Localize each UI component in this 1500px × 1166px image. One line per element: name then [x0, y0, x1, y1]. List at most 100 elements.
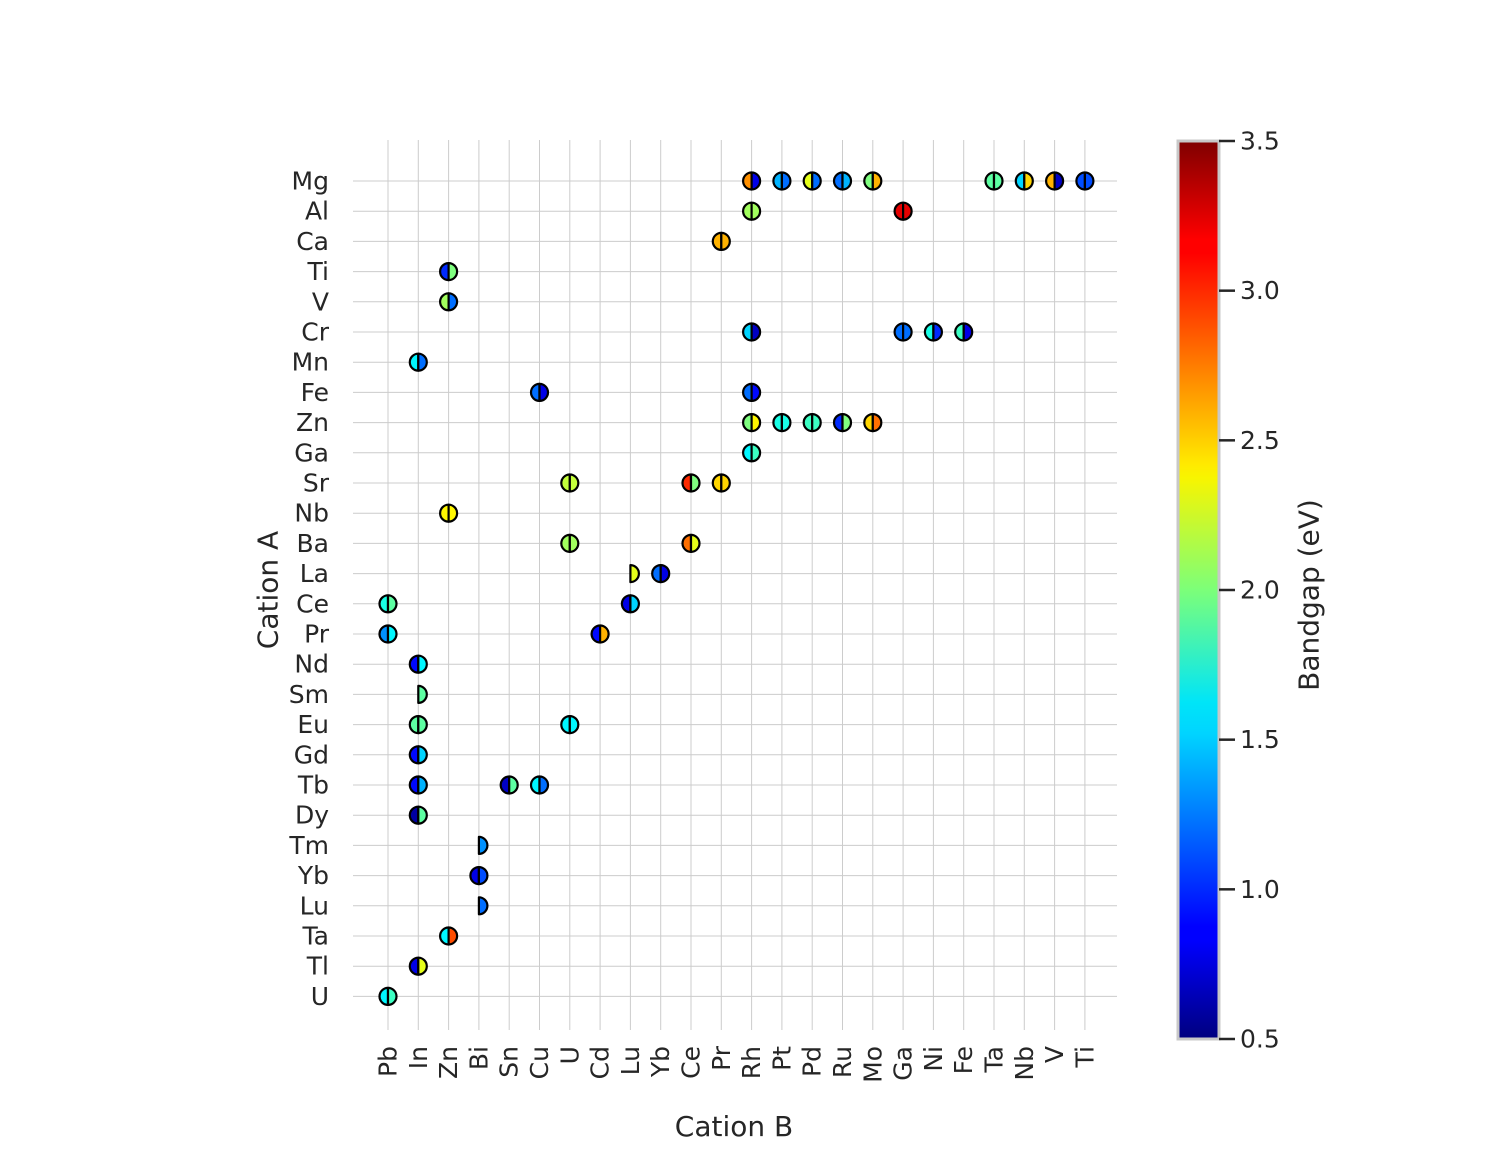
- point-right-half: [477, 896, 489, 916]
- point-right-half: [1023, 171, 1034, 191]
- point-right-half: [629, 594, 640, 614]
- point-right-half: [720, 473, 731, 493]
- point-left-half: [560, 473, 571, 493]
- y-tick-label: La: [300, 559, 329, 588]
- data-point: [408, 715, 428, 735]
- point-left-half: [711, 231, 723, 251]
- data-point: [742, 443, 762, 463]
- point-right-half: [417, 654, 428, 674]
- point-left-half: [681, 473, 693, 493]
- data-point: [408, 352, 428, 372]
- point-right-half: [629, 564, 640, 584]
- data-point: [560, 473, 580, 493]
- point-right-half: [780, 171, 792, 191]
- point-left-half: [954, 322, 965, 342]
- colorbar-tick-label: 1.0: [1240, 875, 1280, 904]
- point-left-half: [529, 775, 541, 795]
- point-left-half: [802, 413, 814, 433]
- point-left-half: [863, 171, 874, 191]
- point-right-half: [902, 201, 913, 221]
- data-point: [863, 413, 883, 433]
- point-right-half: [750, 322, 762, 342]
- y-tick-label: Nd: [294, 650, 329, 679]
- colorbar-gradient: [1176, 139, 1221, 1041]
- point-right-half: [568, 715, 580, 735]
- x-tick-label: Sn: [495, 1046, 524, 1078]
- data-point: [477, 896, 489, 916]
- colorbar-tick-label: 2.5: [1240, 426, 1280, 455]
- x-tick-label: Cd: [586, 1046, 615, 1079]
- point-right-half: [659, 564, 671, 584]
- x-tick-label: Pd: [798, 1046, 827, 1077]
- y-tick-label: Tl: [306, 952, 329, 981]
- data-point: [772, 413, 792, 433]
- point-right-half: [841, 171, 853, 191]
- point-right-half: [477, 835, 489, 855]
- x-tick-label: Zn: [434, 1046, 463, 1079]
- point-left-half: [802, 171, 814, 191]
- x-tick-label: Pb: [374, 1046, 403, 1077]
- point-left-half: [620, 594, 632, 614]
- point-left-half: [590, 624, 602, 644]
- y-tick-label: Fe: [301, 378, 329, 407]
- x-tick-label: U: [555, 1046, 584, 1064]
- point-right-half: [962, 322, 974, 342]
- data-point: [378, 624, 398, 644]
- point-left-half: [378, 624, 390, 644]
- data-point: [742, 413, 762, 433]
- x-axis-title: Cation B: [675, 1110, 793, 1143]
- point-left-half: [742, 382, 753, 402]
- point-right-half: [538, 775, 550, 795]
- y-tick-label: Dy: [295, 801, 329, 830]
- y-tick-label: Ta: [302, 922, 329, 951]
- point-right-half: [689, 473, 701, 493]
- y-tick-label: Cr: [301, 318, 329, 347]
- point-right-half: [932, 322, 943, 342]
- point-left-half: [772, 171, 783, 191]
- point-left-half: [742, 322, 753, 342]
- point-right-half: [720, 231, 731, 251]
- y-tick-label: Zn: [296, 408, 329, 437]
- point-left-half: [469, 866, 480, 886]
- point-right-half: [508, 775, 519, 795]
- point-right-half: [599, 624, 610, 644]
- point-right-half: [841, 413, 853, 433]
- point-right-half: [750, 443, 762, 463]
- y-tick-label: Mg: [292, 167, 329, 196]
- point-left-half: [681, 533, 693, 553]
- x-tick-label: Fe: [949, 1046, 978, 1074]
- point-right-half: [417, 684, 428, 704]
- data-point: [651, 564, 671, 584]
- point-left-half: [408, 775, 420, 795]
- data-point: [408, 654, 428, 674]
- point-right-half: [447, 926, 459, 946]
- y-axis-title: Cation A: [252, 531, 285, 649]
- data-point: [711, 231, 731, 251]
- data-point: [417, 684, 428, 704]
- data-point: [742, 382, 762, 402]
- point-right-half: [1083, 171, 1095, 191]
- point-right-half: [811, 171, 822, 191]
- data-point: [408, 775, 428, 795]
- data-point: [477, 835, 489, 855]
- colorbar-tick-label: 1.5: [1240, 725, 1280, 754]
- point-left-half: [1045, 171, 1056, 191]
- point-right-half: [568, 473, 580, 493]
- point-left-half: [408, 745, 420, 765]
- data-point: [742, 171, 762, 191]
- x-tick-label: Cu: [525, 1046, 554, 1079]
- point-right-half: [1053, 171, 1065, 191]
- y-tick-label: Ga: [294, 438, 329, 467]
- x-tick-label: Mo: [858, 1046, 887, 1083]
- point-left-half: [439, 503, 450, 523]
- data-point: [620, 594, 640, 614]
- y-tick-label: Sr: [303, 469, 330, 498]
- data-point: [408, 745, 428, 765]
- x-tick-label: Ru: [828, 1046, 857, 1078]
- data-point: [802, 171, 822, 191]
- point-right-half: [447, 292, 459, 312]
- point-left-half: [408, 956, 420, 976]
- point-right-half: [386, 594, 398, 614]
- point-left-half: [742, 201, 753, 221]
- data-point: [590, 624, 610, 644]
